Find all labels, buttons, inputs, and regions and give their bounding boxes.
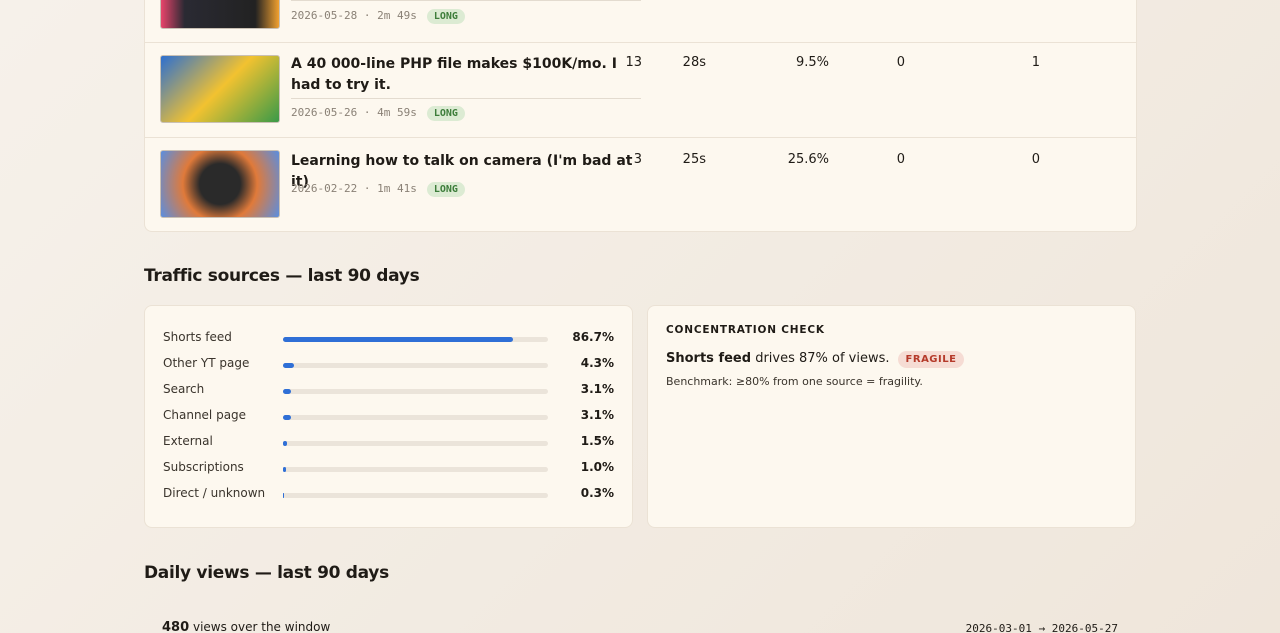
stat-value: 0 — [896, 55, 905, 70]
video-title[interactable]: Learning how to talk on camera (I'm bad … — [291, 153, 633, 190]
source-label: Channel page — [163, 408, 247, 422]
thumbnail — [160, 0, 280, 29]
stat-value: 0 — [896, 152, 905, 167]
bar — [283, 389, 292, 394]
source-label: Search — [163, 382, 205, 396]
video-meta: 2026-05-28 · 2m 49s — [291, 9, 417, 22]
source-label: External — [163, 434, 213, 448]
stat-value: 3 — [633, 152, 642, 167]
total-views: 480 — [162, 620, 190, 633]
card-title: CONCENTRATION CHECK — [666, 324, 825, 336]
stat-value: 25.6% — [787, 152, 829, 167]
badge: FRAGILE — [897, 351, 965, 368]
source-percent: 3.1% — [580, 408, 614, 422]
stat-value: 28s — [682, 55, 706, 70]
section-heading: Traffic sources — last 90 days — [144, 266, 420, 286]
video-row[interactable]: Learning how to talk on camera (I'm bad … — [145, 137, 1136, 232]
video-table: 2026-05-28 · 2m 49s LONG A 40 000-line PH… — [144, 0, 1137, 232]
bar-track — [283, 441, 548, 446]
source-label: Shorts feed — [163, 330, 232, 344]
thumbnail — [160, 150, 280, 218]
bar — [283, 337, 513, 342]
stat-value: 1 — [1031, 55, 1040, 70]
bar-track — [283, 337, 548, 342]
source-percent: 3.1% — [580, 382, 614, 396]
stat-value: 25s — [682, 152, 706, 167]
badge: LONG — [426, 106, 465, 121]
source-label: Direct / unknown — [163, 486, 266, 500]
source-percent: 1.5% — [580, 434, 614, 448]
source-percent: 1.0% — [580, 460, 614, 474]
video-row[interactable]: 2026-05-28 · 2m 49s LONG — [145, 0, 1136, 42]
divider — [291, 0, 641, 1]
video-meta: 2026-05-26 · 4m 59s — [291, 106, 417, 119]
source-percent: 0.3% — [580, 486, 614, 500]
badge: LONG — [426, 182, 465, 197]
bar — [283, 493, 284, 498]
benchmark: Benchmark: ≥80% from one source = fragil… — [666, 375, 923, 388]
video-row[interactable]: A 40 000-line PHP file makes $100K/mo. I… — [145, 42, 1136, 137]
stat-value: 13 — [625, 55, 642, 70]
video-title[interactable]: A 40 000-line PHP file makes $100K/mo. I… — [291, 54, 641, 99]
bar — [283, 467, 286, 472]
bar — [283, 363, 295, 368]
video-meta: 2026-02-22 · 1m 41s — [291, 182, 417, 195]
section-heading: Daily views — last 90 days — [144, 563, 389, 583]
source-percent: 86.7% — [572, 330, 614, 344]
bar-track — [283, 363, 548, 368]
badge: LONG — [426, 9, 465, 24]
concentration-card: CONCENTRATION CHECK Shorts feed drives 8… — [647, 305, 1136, 528]
date-range: 2026-03-01 → 2026-05-27 — [965, 622, 1118, 633]
check-text: drives 87% of views. — [755, 351, 890, 366]
total-text: views over the window — [192, 620, 331, 633]
stat-value: 9.5% — [795, 55, 829, 70]
source-percent: 4.3% — [580, 356, 614, 370]
source-label: Subscriptions — [163, 460, 244, 474]
bar-track — [283, 389, 548, 394]
traffic-card: Shorts feed 86.7% Other YT page 4.3% Search 3… — [144, 305, 633, 528]
bar-track — [283, 493, 548, 498]
bar — [283, 415, 292, 420]
stat-value: 0 — [1031, 152, 1040, 167]
thumbnail — [160, 55, 280, 123]
source-name: Shorts feed — [666, 351, 752, 366]
source-label: Other YT page — [163, 356, 250, 370]
bar — [283, 441, 287, 446]
bar-track — [283, 415, 548, 420]
bar-track — [283, 467, 548, 472]
